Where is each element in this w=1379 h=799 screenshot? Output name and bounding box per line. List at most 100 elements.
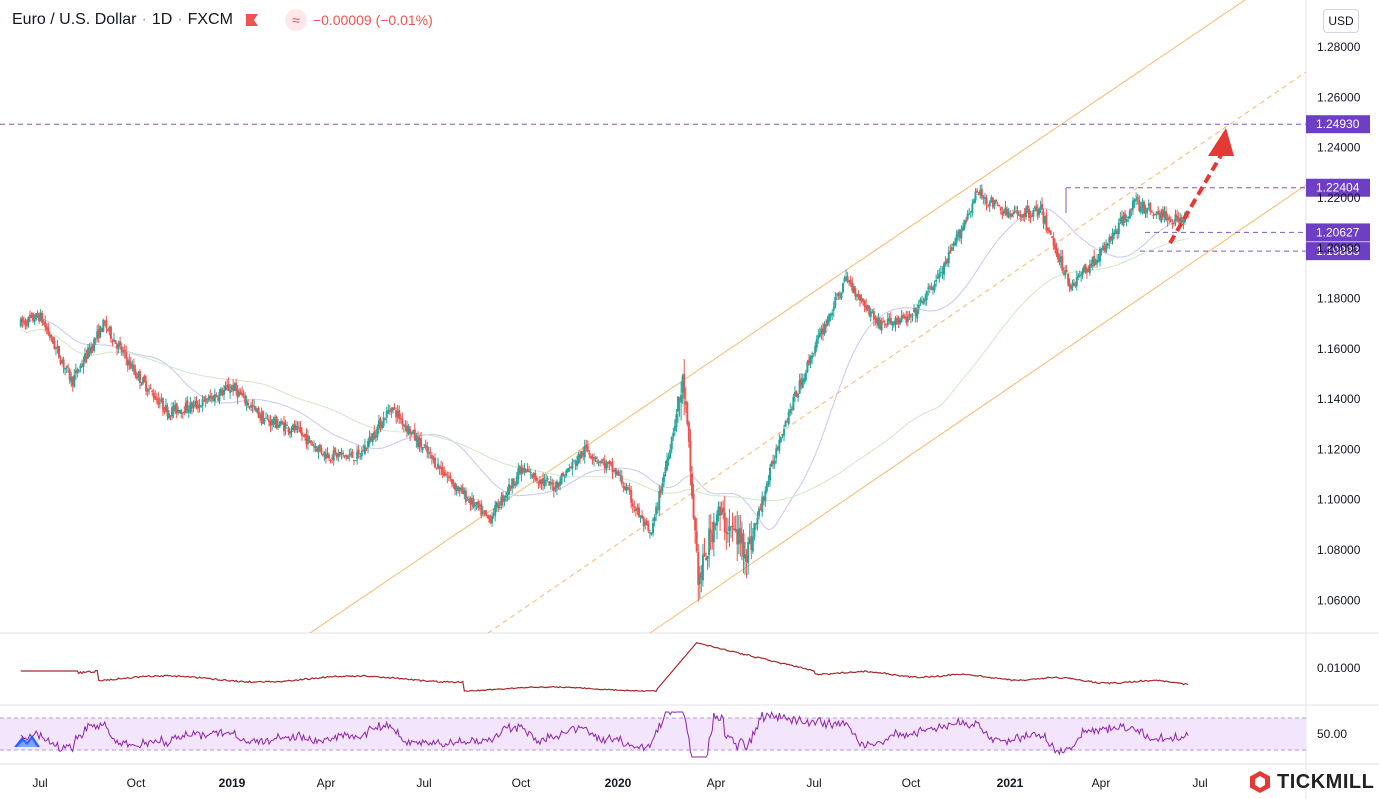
- candle: [613, 469, 616, 473]
- candle: [974, 188, 977, 204]
- candle: [117, 340, 120, 354]
- candle: [683, 358, 686, 416]
- price-tick: 1.24000: [1317, 141, 1361, 155]
- candle: [531, 473, 534, 480]
- candle: [504, 491, 507, 502]
- candle: [795, 390, 798, 398]
- candle: [74, 363, 77, 380]
- candle: [1032, 208, 1035, 221]
- candle: [680, 381, 683, 421]
- candle: [472, 495, 475, 509]
- candle: [1138, 194, 1141, 213]
- candle: [985, 194, 988, 211]
- candle: [370, 432, 373, 442]
- candle: [1147, 199, 1150, 211]
- level-label-bg: [1306, 223, 1370, 242]
- candle: [960, 225, 963, 245]
- currency-button[interactable]: USD: [1323, 9, 1359, 33]
- candle: [140, 381, 143, 386]
- candle: [45, 323, 48, 335]
- symbol-title[interactable]: Euro / U.S. Dollar: [12, 11, 137, 28]
- candle: [729, 525, 732, 539]
- candle: [532, 472, 535, 483]
- candle: [475, 501, 478, 510]
- candle: [551, 478, 554, 491]
- price-axis[interactable]: 1.28000 1.26000 1.24000 1.22000 1.20000 1.180…: [1317, 40, 1361, 741]
- candle: [171, 402, 174, 420]
- candle: [444, 470, 447, 477]
- interval-label[interactable]: 1D: [151, 11, 173, 28]
- candle: [1052, 232, 1055, 250]
- candle: [1062, 267, 1065, 276]
- candle: [909, 313, 912, 324]
- candle: [712, 512, 715, 557]
- candle: [131, 360, 134, 372]
- candle: [931, 285, 934, 295]
- candle: [239, 388, 242, 395]
- candle: [238, 388, 241, 398]
- candle: [571, 458, 574, 476]
- candle: [902, 312, 905, 319]
- flag-icon[interactable]: [245, 13, 259, 27]
- candle: [647, 520, 650, 534]
- candle: [263, 418, 266, 425]
- candle: [271, 418, 274, 431]
- symbol-header: Euro / U.S. Dollar · 1D · FXCM ≈ −0.0000…: [12, 9, 433, 31]
- candle: [664, 460, 667, 477]
- indicator-panes: [0, 642, 1306, 758]
- price-change: −0.00009 (−0.01%): [312, 12, 433, 28]
- candle: [537, 480, 540, 489]
- candle: [223, 384, 226, 400]
- time-tick: Apr: [1092, 776, 1111, 790]
- candle: [503, 495, 506, 507]
- candle: [193, 396, 196, 409]
- candle: [64, 367, 67, 376]
- candle: [27, 316, 30, 328]
- candle: [54, 346, 57, 356]
- candle: [245, 395, 248, 412]
- time-axis[interactable]: Jul Oct 2019 Apr Jul Oct 2020 Apr Jul Oct 2021 Apr J…: [32, 776, 1207, 790]
- candle: [70, 372, 73, 388]
- candle: [672, 427, 675, 442]
- candle: [644, 518, 647, 530]
- candle: [498, 501, 501, 510]
- candle: [450, 478, 453, 488]
- exchange-label: FXCM: [187, 11, 233, 28]
- candle: [418, 434, 421, 453]
- level-label: 1.24930: [1316, 117, 1360, 131]
- candle: [390, 407, 393, 418]
- candle: [900, 309, 903, 323]
- candle: [256, 408, 259, 414]
- candle: [717, 501, 720, 522]
- candle: [554, 481, 557, 493]
- candle: [695, 518, 698, 553]
- candle: [87, 344, 90, 360]
- candle: [106, 328, 109, 333]
- approx-icon[interactable]: ≈: [284, 9, 307, 31]
- candle: [219, 386, 222, 396]
- candle: [645, 517, 648, 526]
- candle: [461, 483, 464, 495]
- candle: [262, 410, 265, 425]
- candle: [324, 448, 327, 464]
- candle: [368, 430, 371, 447]
- candle: [591, 453, 594, 465]
- candle: [988, 200, 991, 213]
- candle: [33, 314, 36, 325]
- candle: [1100, 247, 1103, 256]
- candle: [675, 409, 678, 433]
- candle: [823, 321, 826, 336]
- candle: [773, 455, 776, 469]
- candle: [340, 447, 343, 460]
- candle: [122, 346, 125, 357]
- candle: [1083, 264, 1086, 274]
- candle: [775, 444, 778, 464]
- candle: [25, 319, 28, 330]
- candle: [742, 529, 745, 574]
- candle: [733, 516, 736, 531]
- candle: [809, 354, 812, 369]
- candle: [429, 446, 432, 460]
- projection-arrow: [1168, 128, 1234, 245]
- candle: [855, 293, 858, 301]
